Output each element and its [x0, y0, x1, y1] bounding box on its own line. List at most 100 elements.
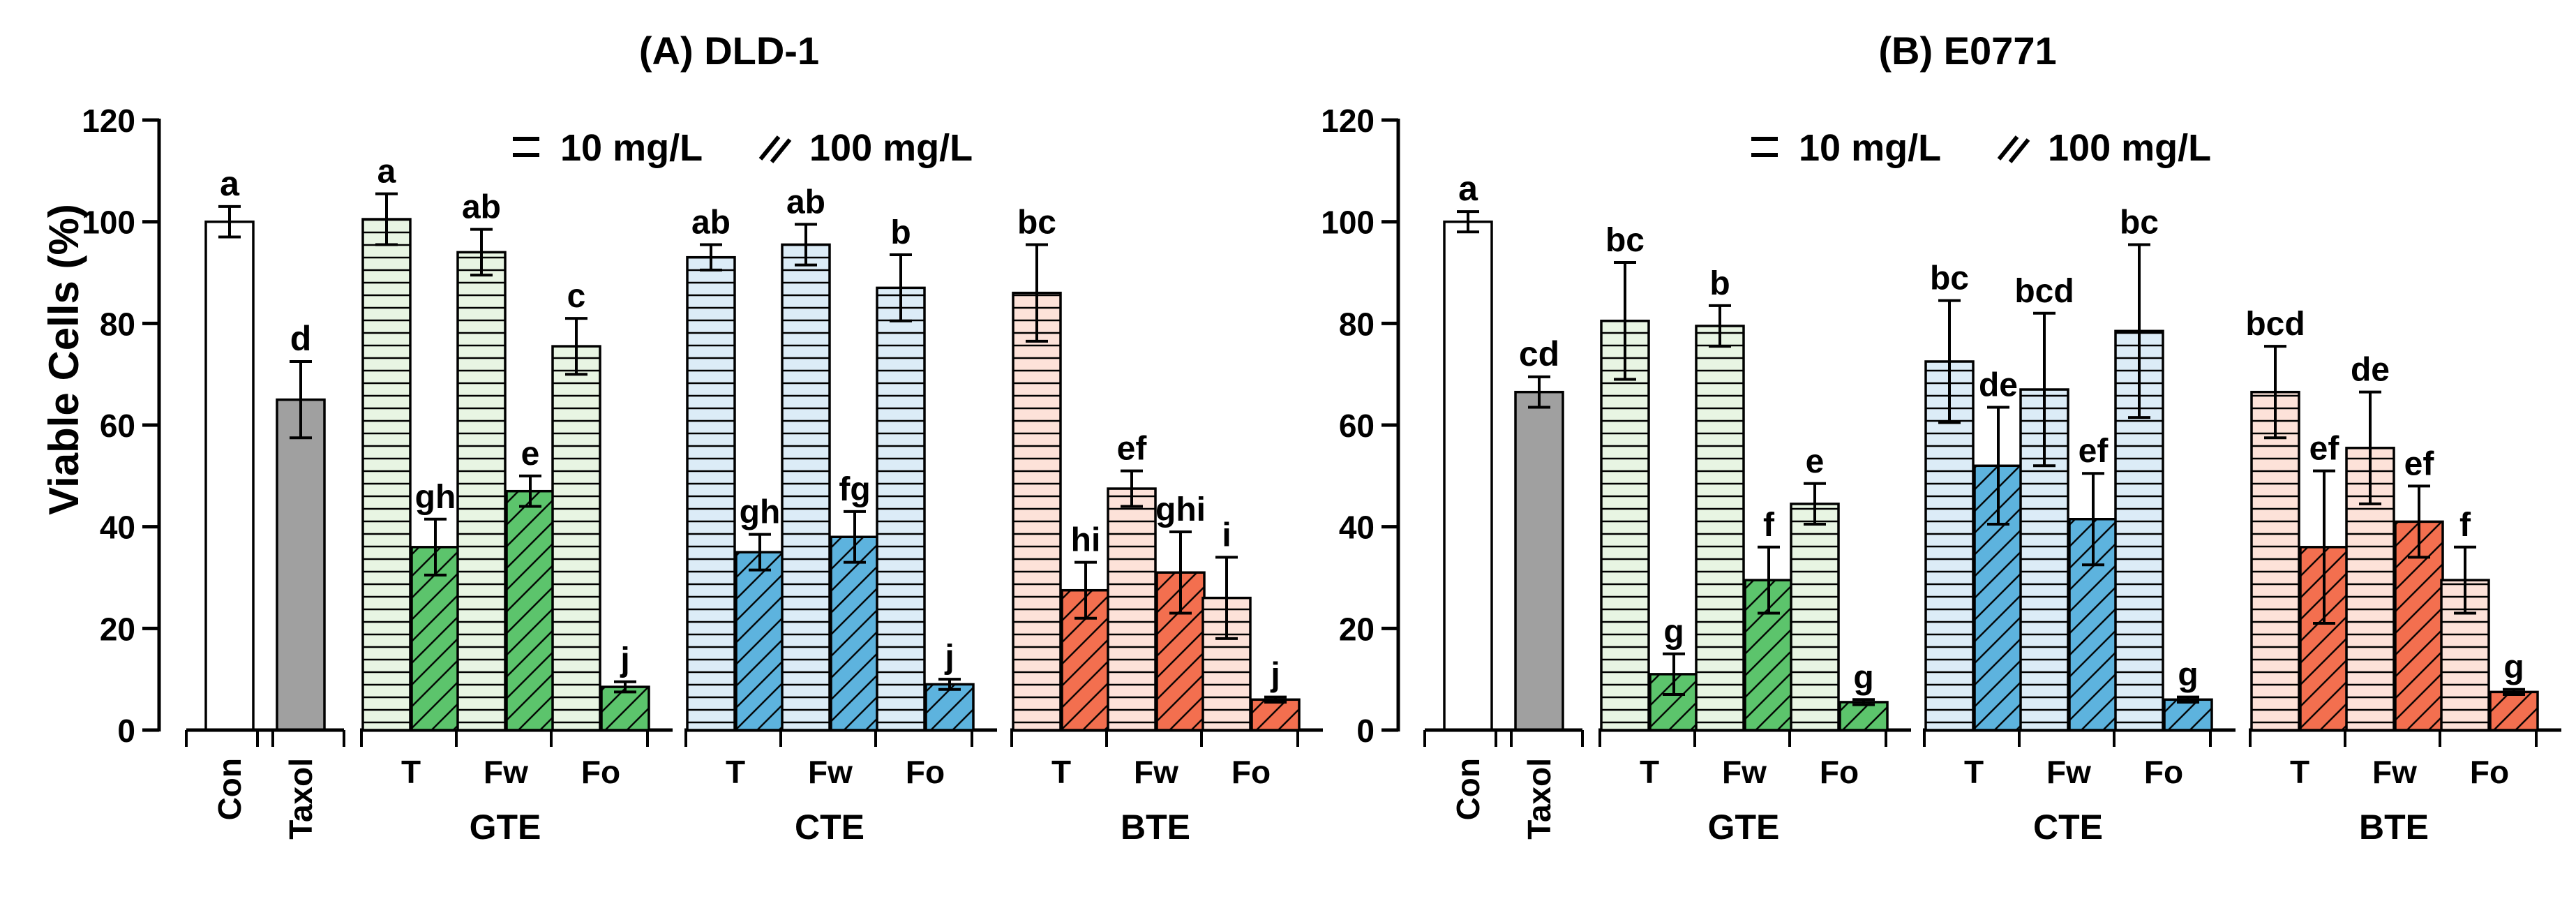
significance-letter: g: [1853, 659, 1873, 696]
bar-hatch: [877, 288, 924, 730]
error-bar: [1169, 530, 1192, 615]
bar-cte-fw-high: ef: [2068, 433, 2118, 731]
bar-bte-fo-low: i: [1201, 517, 1252, 731]
y-tick-label: 40: [100, 510, 135, 546]
y-tick-label: 0: [1356, 713, 1375, 749]
error-bar: [1528, 375, 1550, 409]
bar-gte-fw-low: b: [1695, 265, 1745, 731]
legend-swatch-horizontal: [513, 137, 539, 157]
bar-cte-fw-low: ab: [781, 184, 831, 731]
error-bar: [1074, 560, 1097, 620]
error-bar: [890, 253, 912, 322]
error-bar: [1709, 304, 1731, 348]
bar-taxol: cd: [1514, 334, 1564, 731]
error-bar: [2033, 311, 2055, 468]
bar-cte-t-low: bc: [1924, 260, 1975, 731]
legend-label-high: 100 mg/L: [809, 127, 973, 169]
y-tick-label: 20: [1339, 611, 1375, 647]
significance-letter: b: [1709, 265, 1730, 302]
error-bar: [218, 205, 241, 239]
x-category-label: T: [401, 754, 421, 790]
bar-bte-t-high: ef: [2299, 431, 2349, 731]
bar-hatch: [926, 684, 973, 730]
chart-title: (B) E0771: [1878, 29, 2056, 73]
significance-letter: j: [1270, 657, 1280, 694]
bar-cte-fo-high: j: [924, 639, 975, 731]
error-bar: [795, 223, 817, 267]
significance-letter: b: [890, 214, 911, 251]
significance-letter: de: [2351, 352, 2390, 389]
error-bar: [1663, 652, 1685, 697]
error-bar: [2454, 545, 2476, 615]
bar-gte-fo-low: c: [551, 278, 601, 731]
bar-hatch: [782, 244, 830, 730]
bar-cte-t-high: gh: [735, 494, 785, 731]
error-bar: [2082, 472, 2104, 567]
x-category-label: Fo: [581, 754, 620, 790]
group-label: GTE: [470, 808, 541, 847]
significance-letter: f: [2459, 507, 2471, 544]
bar-gte-fo-high: g: [1839, 659, 1889, 731]
error-bar: [2408, 484, 2430, 559]
bar-hatch: [2252, 392, 2299, 730]
significance-letter: gh: [740, 494, 781, 531]
bar-hatch: [1601, 320, 1649, 730]
x-category-label: T: [1640, 754, 1659, 790]
error-bar: [2313, 469, 2335, 625]
chart-title: (A) DLD-1: [639, 29, 819, 73]
x-category-label: Fo: [2144, 754, 2183, 790]
error-bar: [1804, 482, 1826, 526]
bar-fill: [206, 221, 253, 730]
error-bar: [565, 317, 587, 376]
significance-letter: ef: [2404, 445, 2435, 482]
error-bar: [749, 533, 771, 572]
bar-fill: [277, 399, 324, 730]
bar-gte-fw-high: e: [505, 436, 555, 731]
x-category-label: Fo: [1820, 754, 1859, 790]
y-tick-label: 60: [1339, 408, 1375, 444]
error-bar: [375, 192, 398, 246]
y-tick-label: 60: [100, 408, 135, 444]
bar-bte-fo-low: f: [2440, 507, 2490, 731]
y-tick-label: 100: [1321, 205, 1375, 241]
error-bar: [1758, 545, 1780, 615]
y-tick-label: 80: [1339, 306, 1375, 342]
error-bar: [700, 243, 722, 272]
y-axis: 0 20 40 60 80 100 120: [1321, 103, 1400, 749]
error-bar: [1121, 469, 1143, 508]
bar-cte-t-low: ab: [686, 204, 736, 731]
legend-swatch-diagonal: [758, 135, 792, 163]
error-bar: [519, 474, 541, 508]
bar-bte-t-high: hi: [1061, 522, 1111, 731]
bar-gte-t-high: gh: [410, 479, 460, 731]
significance-letter: ab: [786, 184, 825, 221]
significance-letter: bcd: [2245, 306, 2305, 343]
significance-letter: gh: [415, 479, 456, 516]
bar-hatch: [363, 219, 410, 731]
significance-letter: d: [290, 319, 312, 358]
x-category-label: Fw: [1134, 754, 1178, 790]
x-category-label: Fw: [2372, 754, 2417, 790]
error-bar: [1026, 243, 1048, 343]
bar-gte-fo-low: e: [1790, 443, 1840, 731]
x-category-label: Con: [1450, 758, 1486, 820]
bar-hatch: [412, 547, 459, 730]
significance-letter: bc: [2120, 204, 2159, 241]
error-bar: [2503, 688, 2525, 697]
error-bar: [290, 359, 312, 440]
bar-bte-fw-high: ghi: [1155, 491, 1206, 731]
significance-letter: cd: [1519, 334, 1559, 373]
group-label: CTE: [2033, 808, 2103, 847]
bar-hatch: [1108, 489, 1155, 730]
bar-hatch: [1840, 701, 1887, 730]
bar-bte-t-low: bc: [1012, 204, 1062, 731]
error-bar: [938, 678, 961, 691]
error-bar: [2177, 695, 2199, 704]
error-bar: [424, 517, 447, 577]
bar-cte-fw-low: bcd: [2014, 273, 2074, 731]
x-category-label: Fw: [1722, 754, 1767, 790]
bar-cte-t-high: de: [1973, 367, 2023, 731]
error-bar: [470, 228, 493, 277]
error-bar: [614, 680, 636, 694]
y-tick-label: 0: [117, 713, 135, 749]
